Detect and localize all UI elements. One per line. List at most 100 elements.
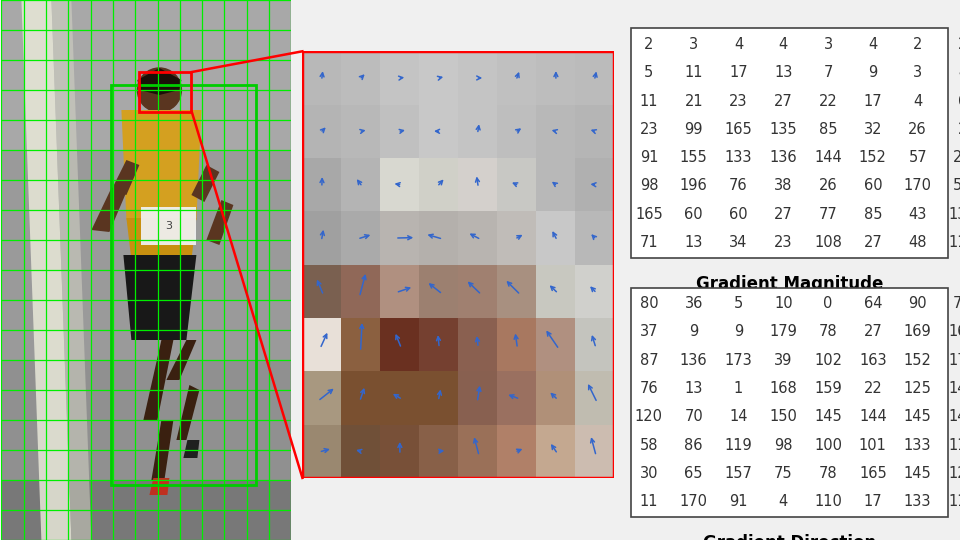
Text: 32: 32	[864, 122, 882, 137]
Text: 21: 21	[684, 93, 703, 109]
Text: 176: 176	[948, 353, 960, 368]
Text: 110: 110	[948, 494, 960, 509]
Text: 136: 136	[680, 353, 708, 368]
Bar	[302, 318, 342, 372]
Text: 27: 27	[863, 235, 882, 250]
Text: 13: 13	[684, 381, 703, 396]
Text: 152: 152	[903, 353, 931, 368]
Bar	[537, 105, 575, 158]
Text: 34: 34	[730, 235, 748, 250]
Bar	[575, 158, 614, 211]
Text: 11: 11	[639, 93, 659, 109]
Bar	[420, 211, 459, 265]
Text: 70: 70	[684, 409, 703, 424]
Text: 145: 145	[814, 409, 842, 424]
Text: 48: 48	[908, 235, 927, 250]
Text: 173: 173	[725, 353, 753, 368]
Text: Gradient Magnitude: Gradient Magnitude	[696, 275, 883, 293]
Text: 101: 101	[859, 437, 887, 453]
Polygon shape	[127, 218, 197, 260]
Text: 2: 2	[958, 122, 960, 137]
Text: 5: 5	[733, 296, 743, 311]
Polygon shape	[166, 340, 197, 380]
Text: 28: 28	[953, 150, 960, 165]
Text: 22: 22	[863, 381, 882, 396]
Text: 64: 64	[864, 296, 882, 311]
Text: 120: 120	[635, 409, 663, 424]
Bar	[420, 372, 459, 424]
Text: 9: 9	[733, 325, 743, 340]
Text: 30: 30	[639, 466, 659, 481]
Text: 168: 168	[769, 381, 797, 396]
Bar	[342, 372, 380, 424]
Bar	[537, 318, 575, 372]
Bar	[537, 158, 575, 211]
Text: 2: 2	[958, 37, 960, 52]
Polygon shape	[150, 478, 169, 495]
Bar	[459, 318, 497, 372]
Text: 108: 108	[814, 235, 842, 250]
Bar	[497, 372, 537, 424]
Bar	[139, 72, 191, 112]
Text: 11: 11	[684, 65, 703, 80]
Text: 27: 27	[774, 93, 793, 109]
Text: 91: 91	[639, 150, 659, 165]
Text: 157: 157	[725, 466, 753, 481]
Bar	[420, 51, 459, 105]
Polygon shape	[191, 165, 220, 202]
Bar	[302, 51, 342, 105]
Text: 133: 133	[904, 494, 931, 509]
Bar	[459, 372, 497, 424]
Bar	[302, 265, 342, 318]
Text: 37: 37	[639, 325, 659, 340]
Polygon shape	[137, 68, 181, 95]
Bar	[537, 424, 575, 478]
Text: 17: 17	[864, 93, 882, 109]
Bar	[497, 105, 537, 158]
Bar	[459, 424, 497, 478]
Text: 9: 9	[689, 325, 698, 340]
Polygon shape	[206, 200, 233, 245]
Text: 38: 38	[774, 178, 792, 193]
Bar	[342, 105, 380, 158]
Text: 2: 2	[644, 37, 654, 52]
Text: 169: 169	[903, 325, 931, 340]
Bar	[380, 211, 420, 265]
Bar	[537, 372, 575, 424]
Text: 1: 1	[733, 381, 743, 396]
Text: 144: 144	[859, 409, 887, 424]
Text: 152: 152	[859, 150, 887, 165]
Text: 170: 170	[903, 178, 931, 193]
Polygon shape	[111, 160, 139, 195]
Text: 9: 9	[868, 65, 877, 80]
Bar	[380, 51, 420, 105]
Text: 150: 150	[769, 409, 797, 424]
Text: 136: 136	[948, 207, 960, 222]
Text: 26: 26	[908, 122, 927, 137]
Bar	[459, 51, 497, 105]
Bar	[380, 158, 420, 211]
Bar	[420, 318, 459, 372]
Text: 71: 71	[639, 235, 659, 250]
Polygon shape	[183, 440, 200, 458]
Bar	[497, 211, 537, 265]
Text: 119: 119	[725, 437, 753, 453]
Polygon shape	[52, 0, 91, 540]
Text: 4: 4	[733, 37, 743, 52]
Text: 5: 5	[644, 65, 654, 80]
Text: 2: 2	[913, 37, 923, 52]
Text: 165: 165	[725, 122, 753, 137]
Text: 3: 3	[913, 65, 923, 80]
Text: 23: 23	[639, 122, 659, 137]
Text: 65: 65	[684, 466, 703, 481]
Text: 78: 78	[819, 466, 837, 481]
Polygon shape	[124, 255, 197, 340]
Text: 91: 91	[730, 494, 748, 509]
Bar	[302, 372, 342, 424]
Text: 0: 0	[824, 296, 832, 311]
Text: 4: 4	[958, 65, 960, 80]
Text: 76: 76	[730, 178, 748, 193]
Text: 73: 73	[953, 296, 960, 311]
Text: 4: 4	[779, 37, 788, 52]
Polygon shape	[143, 340, 174, 420]
